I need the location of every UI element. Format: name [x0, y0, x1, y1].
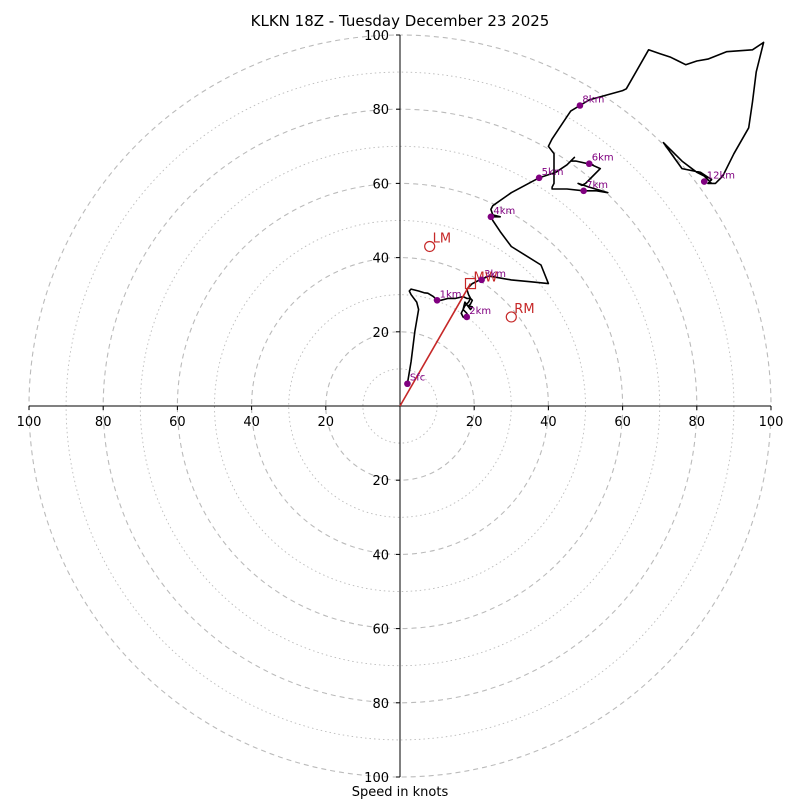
- x-tick-label: 100: [759, 415, 784, 430]
- y-tick-label: 100: [364, 29, 389, 44]
- y-tick-label: 20: [372, 474, 389, 489]
- height-marker-dot: [700, 178, 708, 185]
- height-markers: Sfc 1km 2km 3km 4km 5km 6km 7km 8km 12km: [404, 94, 735, 388]
- y-tick-label: 60: [372, 177, 389, 192]
- x-tick-label: 60: [614, 415, 631, 430]
- chart-title: KLKN 18Z - Tuesday December 23 2025: [251, 12, 550, 30]
- height-marker-dot: [478, 276, 485, 284]
- axis-ticks: 100 80 60 40 20 20 40 60 80 100 20 40 60 80 100 20 40 60 8…: [17, 29, 784, 786]
- hodograph-trace: [406, 41, 765, 384]
- y-tick-label: 40: [372, 548, 389, 563]
- y-tick-label: 60: [372, 623, 389, 638]
- height-marker-label: 5km: [542, 167, 564, 178]
- x-tick-label: 20: [318, 415, 335, 430]
- left-mover-marker: [424, 240, 436, 253]
- x-tick-label: 80: [689, 415, 706, 430]
- x-tick-label: 80: [95, 415, 112, 430]
- height-marker-label: 6km: [592, 153, 614, 164]
- y-tick-label: 40: [372, 252, 389, 267]
- mean-wind-marker: [464, 277, 477, 290]
- height-marker-dot: [404, 380, 411, 388]
- height-marker-dot: [463, 313, 471, 321]
- height-marker-dot: [433, 296, 441, 304]
- right-mover-marker: [505, 311, 517, 323]
- y-tick-label: 100: [364, 771, 389, 786]
- height-marker-label: 2km: [469, 306, 491, 317]
- height-marker-label: 7km: [586, 180, 608, 191]
- height-marker-dot: [487, 213, 495, 221]
- y-tick-label: 80: [372, 697, 389, 712]
- height-marker-label: 1km: [440, 289, 462, 300]
- left-mover-label: LM: [433, 231, 451, 246]
- height-marker-label: 8km: [582, 94, 604, 105]
- height-marker-dot: [535, 174, 543, 182]
- height-marker-dot: [576, 102, 584, 109]
- mean-wind-vector: [399, 283, 472, 407]
- y-tick-label: 80: [372, 103, 389, 118]
- hodograph-line: [406, 41, 765, 384]
- y-tick-label: 20: [372, 326, 389, 341]
- right-mover-label: RM: [514, 302, 534, 317]
- height-marker-label: 12km: [707, 171, 735, 182]
- height-marker-dot: [585, 160, 593, 168]
- x-axis-label: Speed in knots: [352, 785, 449, 800]
- x-tick-label: 20: [466, 415, 483, 430]
- x-tick-label: 60: [169, 415, 186, 430]
- x-tick-label: 40: [540, 415, 557, 430]
- x-tick-label: 40: [243, 415, 260, 430]
- x-tick-label: 100: [17, 415, 42, 430]
- height-marker-label: 4km: [493, 206, 515, 217]
- height-marker-dot: [580, 187, 587, 195]
- height-marker-label: 3km: [484, 269, 506, 280]
- height-marker-label: Sfc: [410, 373, 425, 384]
